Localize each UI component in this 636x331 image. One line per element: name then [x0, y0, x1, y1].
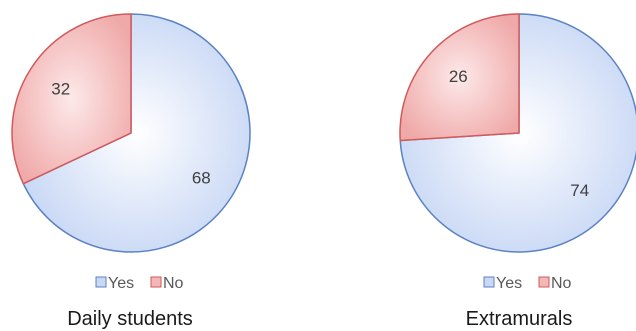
chart-extramurals: 74 26 Yes No Extramurals — [399, 13, 636, 330]
legend-label-no: No — [163, 275, 184, 292]
pie-1-title: Extramurals — [466, 308, 573, 330]
pie-slice-no — [399, 13, 520, 142]
data-label-yes: 68 — [192, 169, 211, 188]
pie-1-data-labels: 74 26 — [449, 67, 589, 200]
legend-swatch-no — [538, 276, 550, 288]
legend-label-yes: Yes — [496, 275, 522, 292]
pie-0-slices — [11, 13, 251, 253]
legend-label-no: No — [551, 275, 572, 292]
data-label-yes: 74 — [570, 181, 589, 200]
legend-swatch-yes — [95, 276, 107, 288]
legend-label-yes: Yes — [108, 275, 134, 292]
pie-0-legend: Yes No — [95, 275, 184, 292]
data-label-no: 32 — [51, 79, 70, 98]
pie-0-data-labels: 68 32 — [51, 79, 211, 187]
pie-0-title: Daily students — [67, 308, 193, 330]
pie-1-slices — [399, 13, 636, 253]
chart-daily-students: 68 32 Yes No Daily students — [11, 13, 251, 330]
data-label-no: 26 — [449, 67, 468, 86]
legend-swatch-yes — [483, 276, 495, 288]
pie-slice-yes — [399, 13, 636, 253]
pie-slice-no — [11, 13, 132, 185]
pie-1-legend: Yes No — [483, 275, 572, 292]
pie-slice-yes — [22, 13, 251, 253]
legend-swatch-no — [150, 276, 162, 288]
